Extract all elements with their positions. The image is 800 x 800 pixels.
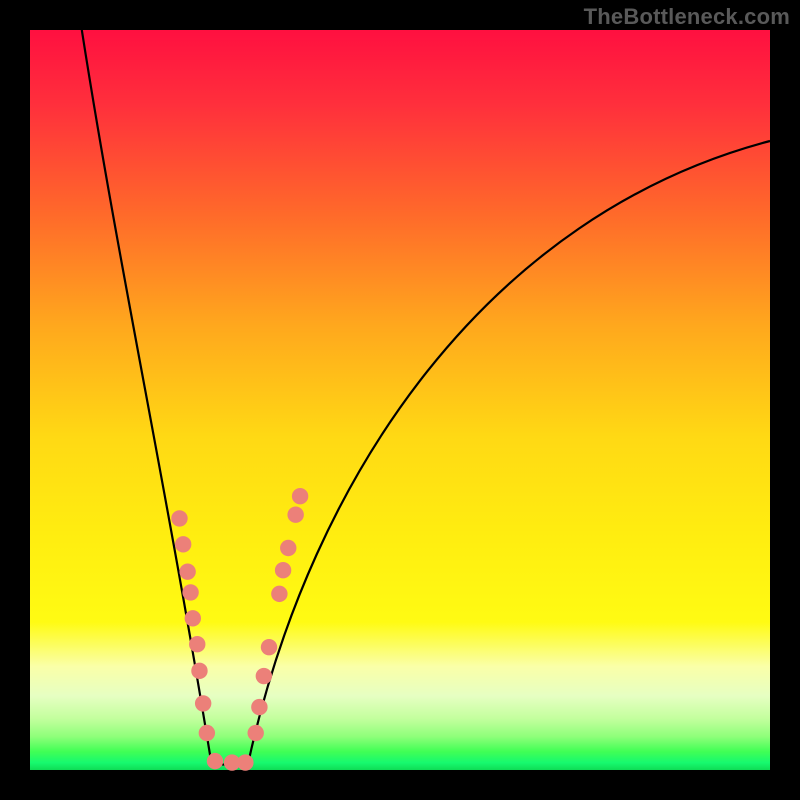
- watermark-text: TheBottleneck.com: [584, 4, 790, 30]
- data-point-marker: [237, 754, 253, 770]
- data-point-marker: [256, 668, 272, 684]
- chart-plot-area: [30, 30, 770, 770]
- data-point-marker: [199, 725, 215, 741]
- data-point-marker: [251, 699, 267, 715]
- data-point-marker: [280, 540, 296, 556]
- data-point-marker: [191, 663, 207, 679]
- data-point-marker: [207, 753, 223, 769]
- data-point-marker: [292, 488, 308, 504]
- data-point-marker: [185, 610, 201, 626]
- chart-svg-layer: [30, 30, 770, 770]
- bottleneck-curve: [82, 30, 770, 765]
- data-point-marker: [287, 507, 303, 523]
- data-point-marker: [175, 536, 191, 552]
- data-point-marker: [189, 636, 205, 652]
- image-frame: { "canvas": { "width": 800, "height": 80…: [0, 0, 800, 800]
- data-point-marker: [261, 639, 277, 655]
- data-point-marker: [271, 586, 287, 602]
- data-point-marker: [248, 725, 264, 741]
- data-point-marker: [171, 510, 187, 526]
- data-point-marker: [179, 563, 195, 579]
- marker-group: [171, 488, 308, 771]
- data-point-marker: [275, 562, 291, 578]
- data-point-marker: [195, 695, 211, 711]
- data-point-marker: [182, 584, 198, 600]
